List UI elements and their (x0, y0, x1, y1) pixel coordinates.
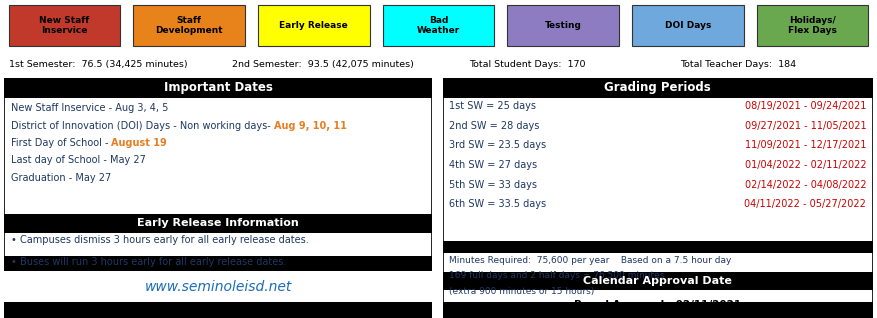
Text: • Campuses dismiss 3 hours early for all early release dates.: • Campuses dismiss 3 hours early for all… (11, 235, 309, 245)
Text: 09/27/2021 - 11/05/2021: 09/27/2021 - 11/05/2021 (745, 121, 866, 131)
FancyBboxPatch shape (443, 302, 873, 318)
Text: Minutes Required:  75,600 per year    Based on a 7.5 hour day: Minutes Required: 75,600 per year Based … (449, 256, 731, 265)
Text: Early Release Information: Early Release Information (138, 218, 299, 228)
FancyBboxPatch shape (443, 78, 873, 98)
Text: 08/19/2021 - 09/24/2021: 08/19/2021 - 09/24/2021 (745, 101, 866, 111)
Text: Holidays/
Flex Days: Holidays/ Flex Days (788, 16, 837, 35)
Text: 6th SW = 33.5 days: 6th SW = 33.5 days (449, 199, 546, 210)
Text: Graduation - May 27: Graduation - May 27 (11, 173, 111, 183)
FancyBboxPatch shape (4, 271, 432, 302)
Text: August 19: August 19 (111, 138, 168, 148)
Text: • Buses will run 3 hours early for all early release dates.: • Buses will run 3 hours early for all e… (11, 257, 286, 266)
FancyBboxPatch shape (4, 78, 432, 318)
Text: Important Dates: Important Dates (164, 81, 273, 94)
FancyBboxPatch shape (382, 5, 495, 46)
Text: 01/04/2022 - 02/11/2022: 01/04/2022 - 02/11/2022 (745, 160, 866, 170)
FancyBboxPatch shape (258, 5, 369, 46)
Text: Early Release: Early Release (280, 21, 348, 30)
Text: Last day of School - May 27: Last day of School - May 27 (11, 155, 146, 165)
FancyBboxPatch shape (133, 5, 245, 46)
Text: 11/09/2021 - 12/17/2021: 11/09/2021 - 12/17/2021 (745, 140, 866, 150)
Text: Staff
Development: Staff Development (155, 16, 223, 35)
Text: Bad
Weather: Bad Weather (417, 16, 460, 35)
Text: 5th SW = 33 days: 5th SW = 33 days (449, 180, 538, 190)
FancyBboxPatch shape (632, 5, 744, 46)
Text: 169 full days and 2 half days = 76,500 minutes: 169 full days and 2 half days = 76,500 m… (449, 272, 665, 280)
FancyBboxPatch shape (443, 78, 873, 318)
Text: Total Student Days:  170: Total Student Days: 170 (469, 60, 586, 69)
Text: 1st SW = 25 days: 1st SW = 25 days (449, 101, 537, 111)
Text: 2nd SW = 28 days: 2nd SW = 28 days (449, 121, 539, 131)
Text: Board Appoved:  02/11/2021: Board Appoved: 02/11/2021 (574, 300, 741, 310)
Text: 1st Semester:  76.5 (34,425 minutes): 1st Semester: 76.5 (34,425 minutes) (9, 60, 188, 69)
FancyBboxPatch shape (9, 5, 120, 46)
FancyBboxPatch shape (757, 5, 868, 46)
Text: Total Teacher Days:  184: Total Teacher Days: 184 (680, 60, 795, 69)
Text: Testing: Testing (545, 21, 581, 30)
FancyBboxPatch shape (4, 256, 432, 271)
FancyBboxPatch shape (443, 241, 873, 253)
Text: DOI Days: DOI Days (665, 21, 711, 30)
Text: Aug 9, 10, 11: Aug 9, 10, 11 (274, 121, 346, 131)
Text: District of Innovation (DOI) Days - Non working days-: District of Innovation (DOI) Days - Non … (11, 121, 274, 131)
Text: 3rd SW = 23.5 days: 3rd SW = 23.5 days (449, 140, 546, 150)
Text: 02/14/2022 - 04/08/2022: 02/14/2022 - 04/08/2022 (745, 180, 866, 190)
Text: (extra 900 minutes or 15 hours): (extra 900 minutes or 15 hours) (449, 287, 595, 296)
Text: 2nd Semester:  93.5 (42,075 minutes): 2nd Semester: 93.5 (42,075 minutes) (232, 60, 414, 69)
FancyBboxPatch shape (508, 5, 619, 46)
Text: Grading Periods: Grading Periods (604, 81, 711, 94)
FancyBboxPatch shape (4, 214, 432, 233)
Text: www.seminoleisd.net: www.seminoleisd.net (145, 280, 292, 294)
Text: 04/11/2022 - 05/27/2022: 04/11/2022 - 05/27/2022 (745, 199, 866, 210)
Text: First Day of School -: First Day of School - (11, 138, 111, 148)
Text: 4th SW = 27 days: 4th SW = 27 days (449, 160, 538, 170)
FancyBboxPatch shape (4, 302, 432, 318)
Text: New Staff
Inservice: New Staff Inservice (39, 16, 89, 35)
Text: New Staff Inservice - Aug 3, 4, 5: New Staff Inservice - Aug 3, 4, 5 (11, 103, 168, 114)
FancyBboxPatch shape (443, 273, 873, 290)
FancyBboxPatch shape (4, 78, 432, 98)
Text: Calendar Approval Date: Calendar Approval Date (583, 276, 732, 287)
